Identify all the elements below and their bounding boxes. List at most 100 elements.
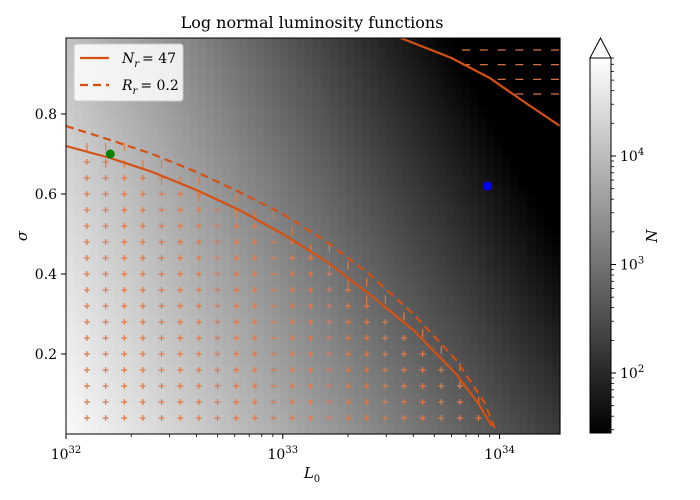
heatmap-cell xyxy=(321,285,331,296)
heatmap-cell xyxy=(420,196,429,207)
heatmap-cell xyxy=(485,275,495,287)
heatmap-cell xyxy=(280,186,289,197)
heatmap-cell xyxy=(485,354,495,366)
heatmap-cell xyxy=(510,364,520,376)
heatmap-cell xyxy=(551,87,561,98)
heatmap-cell xyxy=(288,38,298,49)
heatmap-cell xyxy=(164,38,174,49)
heatmap-cell xyxy=(107,315,116,326)
heatmap-cell xyxy=(485,245,495,257)
heatmap-cell xyxy=(436,67,446,79)
plus-marker xyxy=(400,351,407,357)
heatmap-cell xyxy=(477,196,487,207)
heatmap-cell xyxy=(107,325,116,336)
heatmap-cell xyxy=(485,255,495,267)
heatmap-cell xyxy=(164,226,174,237)
heatmap-cell xyxy=(313,206,322,217)
heatmap-cell xyxy=(469,47,479,59)
heatmap-cell xyxy=(74,137,84,148)
heatmap-cell xyxy=(461,47,471,59)
heatmap-cell xyxy=(436,77,446,89)
heatmap-cell xyxy=(461,38,471,49)
heatmap-cell xyxy=(181,364,191,376)
heatmap-cell xyxy=(469,196,479,207)
heatmap-cell xyxy=(502,226,512,237)
heatmap-cell xyxy=(197,295,207,306)
heatmap-cell xyxy=(107,265,116,277)
heatmap-cell xyxy=(428,186,438,197)
heatmap-cell xyxy=(230,414,240,425)
heatmap-cell xyxy=(370,394,380,405)
heatmap-cell xyxy=(494,384,503,395)
heatmap-cell xyxy=(313,57,322,69)
heatmap-cell xyxy=(263,295,273,306)
heatmap-cell xyxy=(255,335,265,346)
heatmap-cell xyxy=(164,335,174,346)
heatmap-cell xyxy=(115,414,125,425)
plus-marker xyxy=(177,383,184,389)
heatmap-cell xyxy=(82,166,92,178)
heatmap-cell xyxy=(288,166,298,178)
heatmap-cell xyxy=(280,344,289,356)
heatmap-cell xyxy=(370,384,380,395)
heatmap-cell xyxy=(395,364,405,376)
heatmap-cell xyxy=(329,156,339,168)
plus-marker xyxy=(214,303,221,309)
heatmap-cell xyxy=(387,156,396,168)
heatmap-cell xyxy=(115,364,125,376)
heatmap-cell xyxy=(148,384,158,395)
heatmap-cell xyxy=(148,325,158,336)
heatmap-cell xyxy=(477,285,487,296)
heatmap-cell xyxy=(387,38,396,49)
heatmap-cell xyxy=(461,424,471,435)
heatmap-cell xyxy=(354,424,363,435)
heatmap-cell xyxy=(551,226,561,237)
heatmap-cell xyxy=(107,384,116,395)
heatmap-cell xyxy=(510,77,520,89)
plus-marker xyxy=(233,335,240,341)
heatmap-cell xyxy=(238,137,248,148)
heatmap-cell xyxy=(420,176,429,188)
heatmap-cell xyxy=(395,38,405,49)
heatmap-cell xyxy=(140,245,149,257)
heatmap-cell xyxy=(362,236,372,247)
heatmap-cell xyxy=(452,305,462,316)
heatmap-cell xyxy=(230,236,240,247)
heatmap-cell xyxy=(444,275,454,287)
heatmap-cell xyxy=(535,216,545,227)
plus-marker xyxy=(158,415,165,421)
heatmap-cell xyxy=(222,335,232,346)
heatmap-cell xyxy=(510,335,520,346)
heatmap-cell xyxy=(518,216,528,227)
heatmap-cell xyxy=(329,245,339,257)
heatmap-cell xyxy=(452,325,462,336)
heatmap-cell xyxy=(156,335,166,346)
plus-marker xyxy=(139,367,146,373)
heatmap-cell xyxy=(189,107,199,118)
heatmap-cell xyxy=(452,77,462,89)
heatmap-cell xyxy=(222,354,232,366)
plus-marker xyxy=(289,383,296,389)
heatmap-cell xyxy=(164,344,174,356)
heatmap-cell xyxy=(510,394,520,405)
heatmap-cell xyxy=(461,216,471,227)
heatmap-cell xyxy=(378,196,388,207)
plus-marker xyxy=(84,351,91,357)
heatmap-cell xyxy=(123,137,133,148)
plus-marker xyxy=(177,287,184,293)
heatmap-cell xyxy=(527,295,536,306)
heatmap-cell xyxy=(477,305,487,316)
heatmap-cell xyxy=(461,77,471,89)
heatmap-cell xyxy=(469,176,479,188)
heatmap-cell xyxy=(280,236,289,247)
plus-marker xyxy=(400,367,407,373)
series-line-0 xyxy=(65,144,493,427)
heatmap-cell xyxy=(263,57,273,69)
heatmap-cell xyxy=(90,364,100,376)
heatmap-cell xyxy=(255,137,265,148)
heatmap-cell xyxy=(362,245,372,257)
plus-marker xyxy=(289,415,296,421)
plus-marker xyxy=(214,287,221,293)
heatmap-cell xyxy=(387,176,396,188)
heatmap-cell xyxy=(494,117,503,128)
